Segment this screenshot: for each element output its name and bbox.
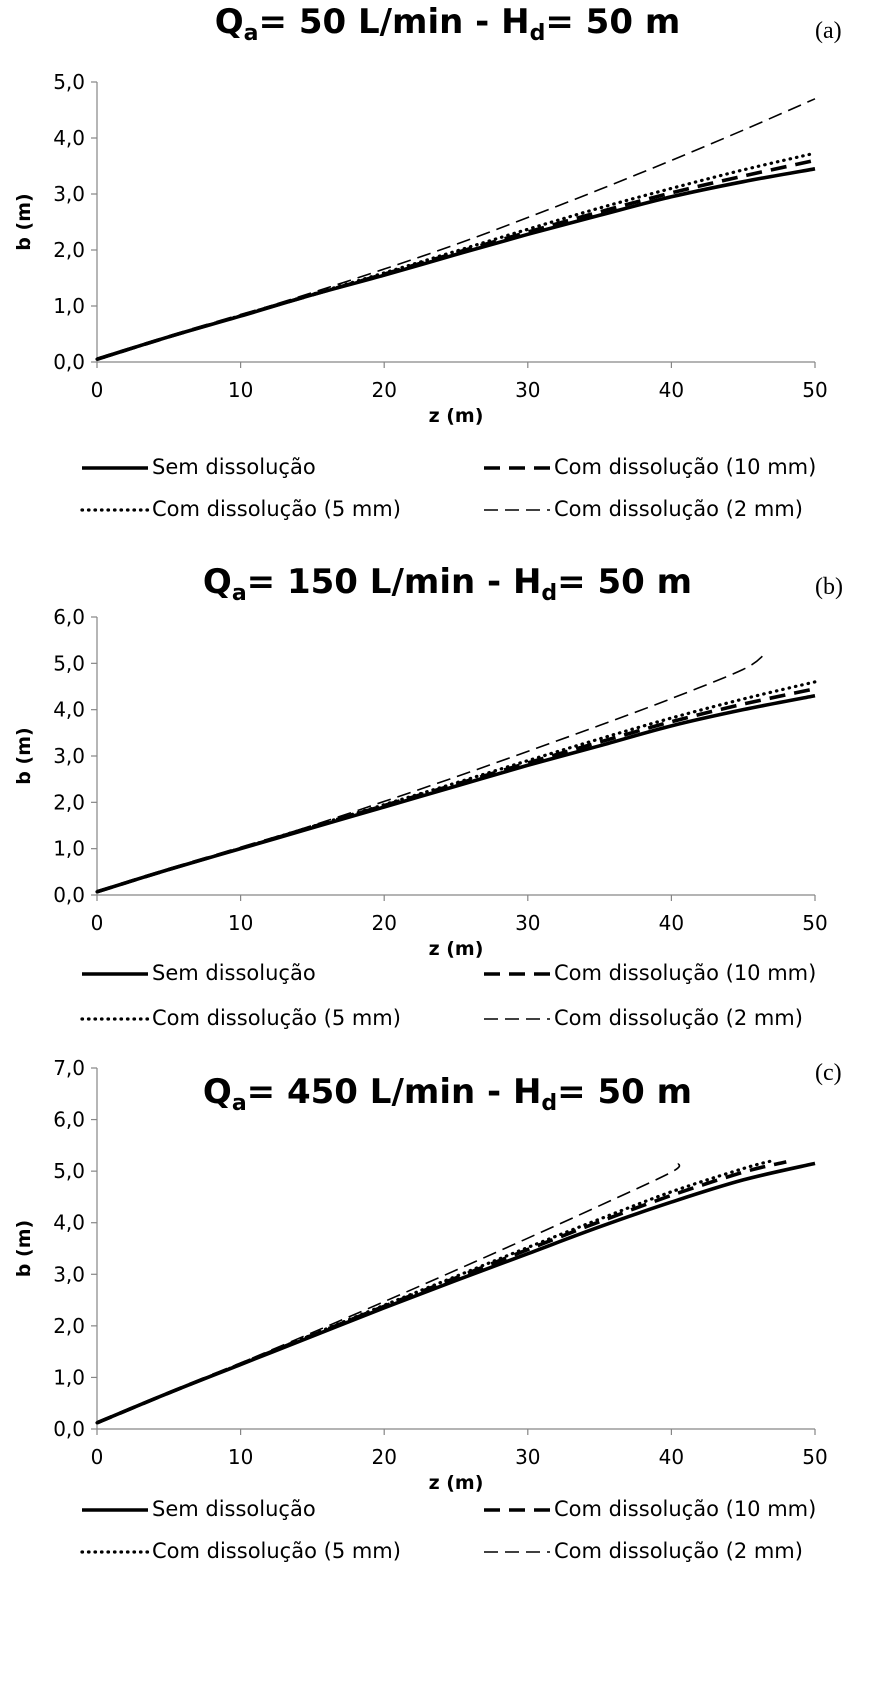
series-line-sem — [96, 1161, 816, 1425]
panel-letter: (c) — [815, 1060, 842, 1086]
legend-label-d10: Com dissolução (10 mm) — [554, 455, 816, 479]
y-tick-label: 4,0 — [53, 126, 85, 150]
x-tick-label: 0 — [91, 911, 104, 935]
legend-label-d10: Com dissolução (10 mm) — [554, 961, 816, 985]
x-axis-label: z (m) — [429, 1472, 484, 1494]
y-axis-label: b (m) — [13, 1220, 35, 1277]
y-tick-label: 2,0 — [53, 1314, 85, 1338]
x-tick-label: 20 — [371, 1445, 396, 1469]
chart-panel-c: Qa= 450 L/min - Hd= 50 m (c) 0,0 1,0 2,0 3,… — [0, 1056, 895, 1686]
y-tick-label: 4,0 — [53, 1211, 85, 1235]
x-tick-label: 10 — [228, 378, 253, 402]
x-tick-label: 0 — [91, 378, 104, 402]
y-tick-label: 1,0 — [53, 837, 85, 861]
x-tick-label: 40 — [659, 911, 684, 935]
y-axis-label: b (m) — [13, 193, 35, 250]
legend-label-d10: Com dissolução (10 mm) — [554, 1497, 816, 1521]
x-tick-label: 50 — [802, 1445, 827, 1469]
x-axis-label: z (m) — [429, 938, 484, 960]
legend-label-d5: Com dissolução (5 mm) — [152, 1539, 401, 1563]
series-line-d2 — [96, 98, 816, 360]
y-tick-label: 0,0 — [53, 1417, 85, 1441]
y-tick-label: 1,0 — [53, 294, 85, 318]
line-chart: 0,0 1,0 2,0 3,0 4,0 5,0 6,0 7,0 0 10 20 30 40 50 z (m)… — [13, 1056, 828, 1563]
x-axis-label: z (m) — [429, 405, 484, 427]
legend-label-d2: Com dissolução (2 mm) — [554, 1539, 803, 1563]
y-tick-label: 5,0 — [53, 70, 85, 94]
y-tick-label: 5,0 — [53, 1159, 85, 1183]
x-tick-label: 50 — [802, 911, 827, 935]
x-tick-label: 10 — [228, 911, 253, 935]
x-tick-label: 0 — [91, 1445, 104, 1469]
y-tick-label: 6,0 — [53, 605, 85, 629]
series-line-sem — [96, 167, 816, 361]
series-line-d5 — [95, 1159, 774, 1425]
x-tick-label: 20 — [371, 911, 396, 935]
panel-letter: (b) — [815, 574, 843, 600]
chart-title: Qa= 450 L/min - Hd= 50 m — [202, 1072, 693, 1116]
chart-panel-a: Qa= 50 L/min - Hd= 50 m (a) 0,0 1,0 2,0 3,0… — [0, 0, 895, 560]
y-tick-label: 5,0 — [53, 651, 85, 675]
x-tick-label: 40 — [659, 378, 684, 402]
x-tick-label: 30 — [515, 1445, 540, 1469]
y-tick-label: 3,0 — [53, 744, 85, 768]
chart-title: Qa= 150 L/min - Hd= 50 m — [202, 562, 693, 606]
legend-label-d5: Com dissolução (5 mm) — [152, 497, 401, 521]
y-tick-label: 0,0 — [53, 883, 85, 907]
y-tick-label: 1,0 — [53, 1365, 85, 1389]
y-tick-label: 7,0 — [53, 1056, 85, 1080]
panel-letter: (a) — [815, 18, 842, 44]
y-tick-label: 2,0 — [53, 238, 85, 262]
legend-label-d2: Com dissolução (2 mm) — [554, 1006, 803, 1030]
x-tick-label: 30 — [515, 911, 540, 935]
chart-title: Qa= 50 L/min - Hd= 50 m — [214, 2, 681, 46]
y-tick-label: 0,0 — [53, 350, 85, 374]
legend-label-sem: Sem dissolução — [152, 1497, 316, 1521]
x-tick-label: 10 — [228, 1445, 253, 1469]
y-tick-label: 4,0 — [53, 698, 85, 722]
y-axis-label: b (m) — [13, 727, 35, 784]
series-line-sem — [96, 693, 816, 894]
line-chart: 0,0 1,0 2,0 3,0 4,0 5,0 6,0 0 10 20 30 40 50 z (m) b (… — [13, 605, 828, 1030]
legend-label-sem: Sem dissolução — [152, 455, 316, 479]
x-tick-label: 20 — [371, 378, 396, 402]
x-tick-label: 30 — [515, 378, 540, 402]
legend-label-sem: Sem dissolução — [152, 961, 316, 985]
line-chart: 0,0 1,0 2,0 3,0 4,0 5,0 0 10 20 30 40 50 z (m) b (m) S… — [13, 70, 828, 521]
chart-panel-b: Qa= 150 L/min - Hd= 50 m (b) 0,0 1,0 2,0 3,… — [0, 560, 895, 1120]
series-line-d2 — [96, 653, 766, 893]
legend-label-d2: Com dissolução (2 mm) — [554, 497, 803, 521]
x-tick-label: 40 — [659, 1445, 684, 1469]
legend-label-d5: Com dissolução (5 mm) — [152, 1006, 401, 1030]
y-tick-label: 2,0 — [53, 790, 85, 814]
series-line-d2 — [96, 1162, 681, 1424]
series-line-d10 — [96, 1160, 787, 1425]
y-tick-label: 3,0 — [53, 182, 85, 206]
y-tick-label: 6,0 — [53, 1108, 85, 1132]
x-tick-label: 50 — [802, 378, 827, 402]
y-tick-label: 3,0 — [53, 1262, 85, 1286]
